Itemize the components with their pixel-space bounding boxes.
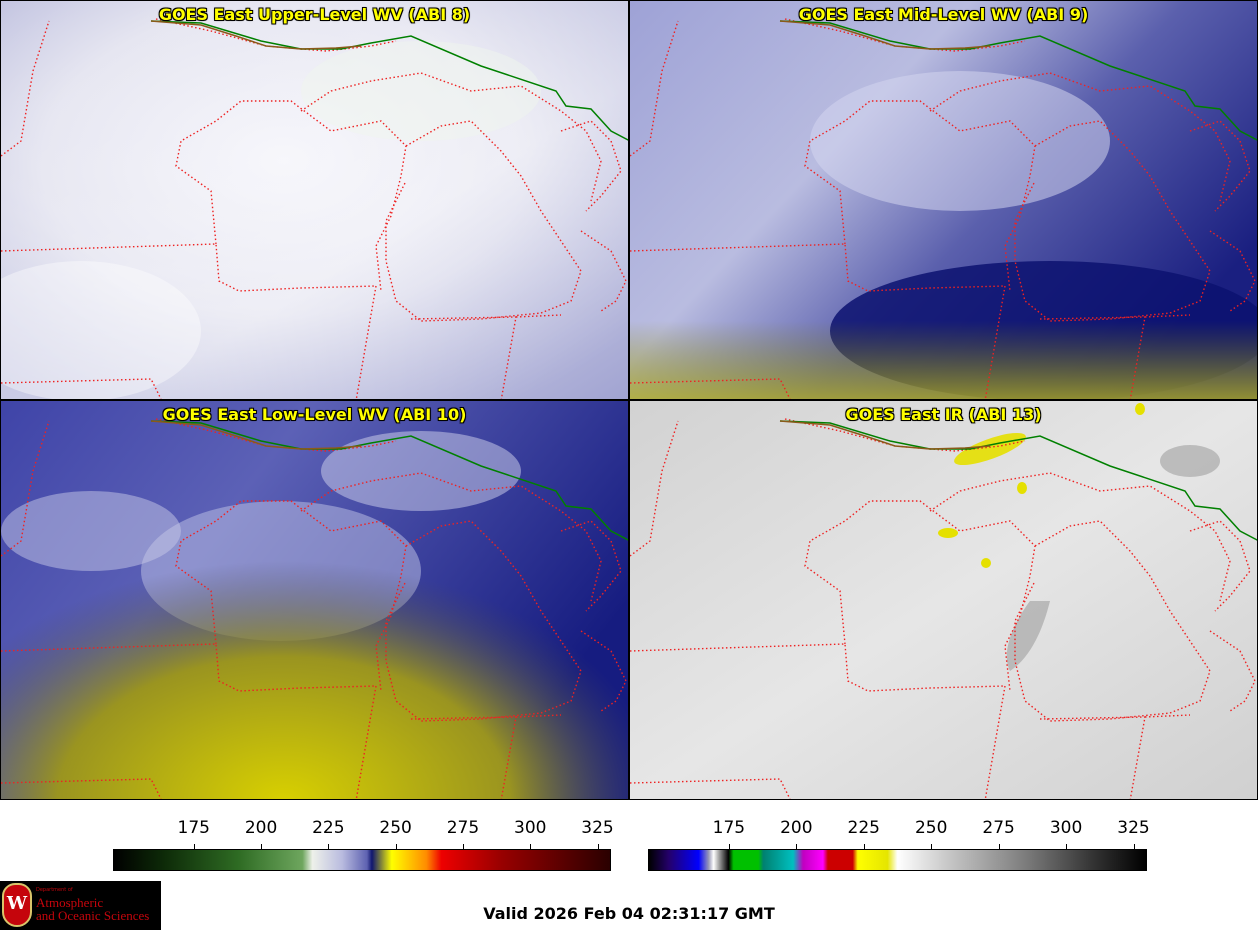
colorbar-tick-mark [931,844,933,849]
state-border [1014,520,1211,722]
colorbar-tick-mark [395,844,397,849]
state-border [630,643,1006,692]
state-border [300,472,602,602]
colorbar-tick-label: 200 [780,818,813,838]
shoreline-border [779,20,991,50]
country-border [779,20,1257,141]
state-border [929,72,1231,202]
colorbar-tick-label: 250 [914,818,948,838]
state-border [175,100,407,292]
left-colorbar-ticks: 175 200 225 250 275 300 325 [113,818,614,849]
colorbar-tick-mark [462,844,464,849]
state-border [630,778,791,799]
state-border [1209,630,1256,712]
state-border [630,20,679,157]
state-border [1,378,162,399]
shoreline-border [150,20,362,50]
state-border [1,20,50,157]
shoreline-border [150,420,362,450]
colorbar-tick-label: 175 [177,818,210,838]
uw-seal-icon: W [2,883,32,927]
valid-time: Valid 2026 Feb 04 02:31:17 GMT [483,904,775,923]
state-border [630,243,1006,292]
state-border [630,420,679,557]
panel-title: GOES East IR (ABI 13) [845,405,1042,424]
logo-line1: Atmospheric [36,895,104,910]
state-border [630,378,791,399]
ir-panel: GOES East IR (ABI 13) [629,400,1258,800]
colorbar-tick-label: 325 [1117,818,1150,838]
colorbar-tick-label: 300 [1049,818,1083,838]
colorbar-tick-mark [796,844,798,849]
colorbar-tick-mark [261,844,263,849]
colorbar-tick-label: 275 [982,818,1015,838]
colorbar-tick-label: 250 [379,818,412,838]
colorbar-tick-label: 275 [446,818,480,838]
colorbar-tick-label: 175 [712,818,746,838]
panel-title: GOES East Upper-Level WV (ABI 8) [158,5,471,24]
state-border [804,100,1036,292]
state-border [580,630,627,712]
ir-image [630,401,1257,799]
panel-title: GOES East Mid-Level WV (ABI 9) [798,5,1089,24]
shoreline-border [779,420,991,450]
colorbar-tick-mark [597,844,599,849]
colorbar-tick-mark [998,844,1000,849]
state-border [385,520,582,722]
aos-logo: W Department of Atmospheric and Oceanic … [0,881,161,930]
colorbar-tick-label: 225 [847,818,881,838]
wv-colorbar [113,849,611,871]
logo-dept: Department of [36,887,73,893]
state-border [175,500,407,692]
colorbar-tick-label: 325 [581,818,614,838]
state-border [355,685,377,799]
colorbar-tick-mark [863,844,865,849]
state-border [1,420,50,557]
state-border [1209,230,1256,312]
country-border [779,420,1257,541]
state-border [984,285,1006,399]
state-border [929,472,1231,602]
low-level-wv-panel: GOES East Low-Level WV (ABI 10) [0,400,629,800]
mid-level-wv-image [630,1,1257,399]
state-border [580,230,627,312]
colorbar-tick-label: 200 [244,818,278,838]
colorbar-tick-label: 225 [312,818,345,838]
upper-level-wv-image [1,1,628,399]
state-border [300,72,602,202]
state-border [1,643,377,692]
country-border [150,20,628,141]
colorbar-tick-mark [728,844,730,849]
panel-title: GOES East Low-Level WV (ABI 10) [162,405,467,424]
country-border [150,420,628,541]
logo-line2: and Oceanic Sciences [36,908,150,923]
colorbar-tick-mark [530,844,532,849]
state-border [355,285,377,399]
colorbar-tick-mark [1133,844,1135,849]
colorbar-tick-mark [328,844,330,849]
state-border [804,500,1036,692]
state-border [984,685,1006,799]
state-border [1014,120,1211,322]
colorbar-tick-mark [1066,844,1068,849]
state-border [385,120,582,322]
upper-level-wv-panel: GOES East Upper-Level WV (ABI 8) [0,0,629,400]
state-border [1,243,377,292]
colorbar-tick-mark [193,844,195,849]
mid-level-wv-panel: GOES East Mid-Level WV (ABI 9) [629,0,1258,400]
ir-colorbar [648,849,1147,871]
low-level-wv-image [1,401,628,799]
right-colorbar-ticks: 175 200 225 250 275 300 325 [648,818,1150,849]
colorbar-tick-label: 300 [514,818,547,838]
state-border [1,778,162,799]
